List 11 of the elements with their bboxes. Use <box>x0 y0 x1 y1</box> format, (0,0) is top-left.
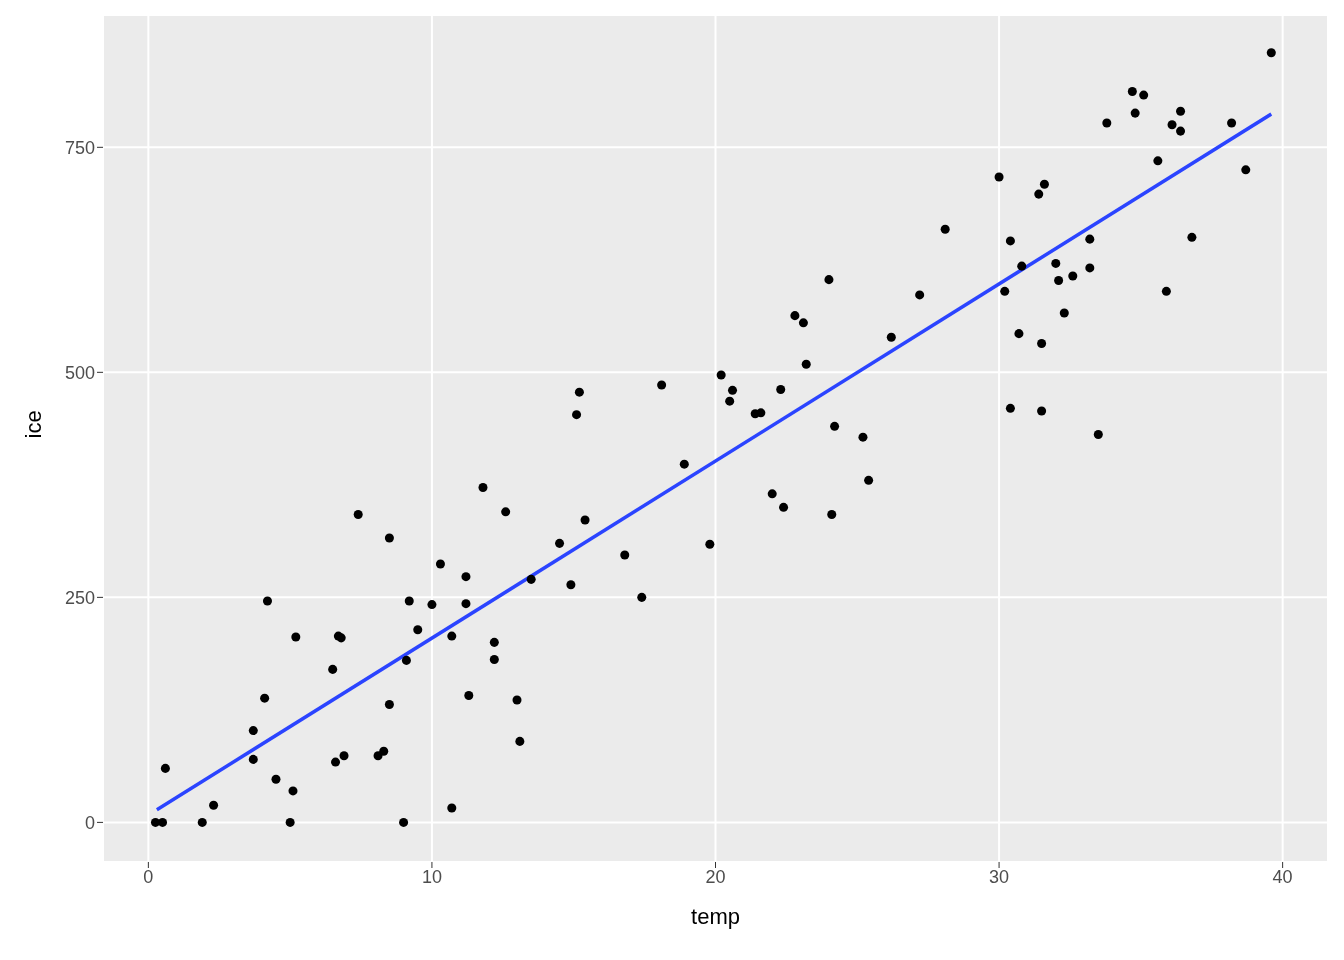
y-tick-label: 0 <box>84 812 95 833</box>
x-tick-label: 10 <box>421 866 442 887</box>
y-axis-title: ice <box>20 410 46 439</box>
x-tick-label: 0 <box>143 866 154 887</box>
x-tick-label: 40 <box>1272 866 1293 887</box>
x-tick-label: 20 <box>705 866 726 887</box>
y-tick-label: 500 <box>64 362 95 383</box>
y-tick-label: 750 <box>64 137 95 158</box>
x-axis-title: temp <box>691 904 740 929</box>
x-tick-label: 30 <box>989 866 1010 887</box>
y-tick-label: 250 <box>64 587 95 608</box>
